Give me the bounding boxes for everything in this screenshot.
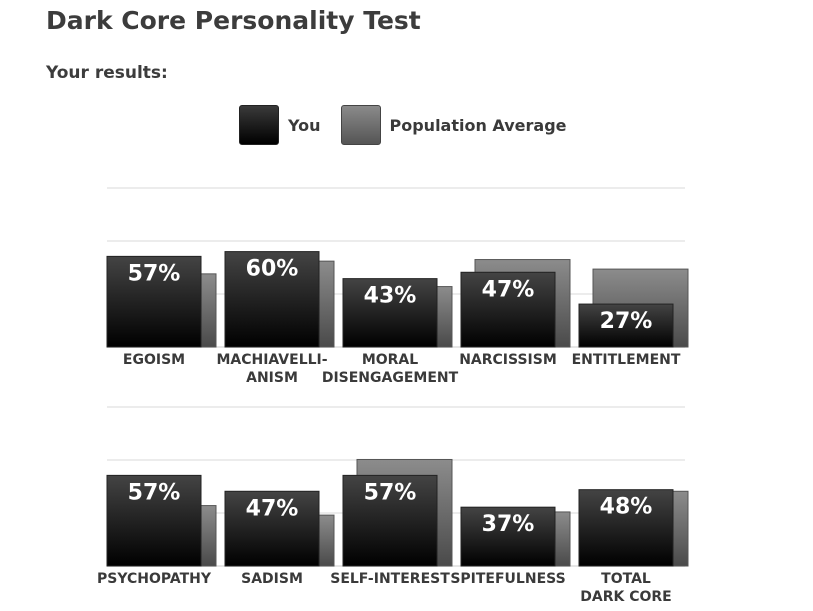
legend-swatch-you [239,105,279,145]
legend-label-population: Population Average [389,115,567,135]
value-label: 47% [246,496,299,521]
results-heading: Your results: [46,63,168,83]
bar-you [224,251,320,348]
page-title: Dark Core Personality Test [46,6,421,35]
bar-you [106,255,202,348]
category-label: TOTAL [601,571,651,587]
category-label: SADISM [241,571,303,587]
value-label: 27% [600,309,653,334]
bar-you [224,490,320,567]
value-label: 60% [246,257,299,282]
legend: You Population Average [239,105,567,145]
legend-label-you: You [288,115,321,135]
value-label: 57% [364,480,417,505]
category-label: NARCISSISM [459,352,557,368]
category-label: ENTITLEMENT [572,352,681,368]
value-label: 43% [364,284,417,309]
category-label: DARK CORE [580,589,671,605]
value-label: 48% [600,495,653,520]
category-label: SPITEFULNESS [450,571,565,587]
category-label: ANISM [246,370,298,386]
bar-you [342,278,438,348]
value-label: 47% [482,277,535,302]
bar-you [460,506,556,567]
category-label: PSYCHOPATHY [97,571,212,587]
category-label: SELF-INTEREST [330,571,450,587]
category-label: DISENGAGEMENT [322,370,459,386]
value-label: 57% [128,261,181,286]
category-label: MORAL [362,352,418,368]
value-label: 37% [482,512,535,537]
bar-you [578,303,674,348]
bar-you [578,489,674,567]
category-label: MACHIAVELLI- [216,352,327,368]
bar-you [106,474,202,567]
bar-you [460,271,556,348]
category-label: EGOISM [123,352,185,368]
legend-swatch-population [340,105,381,145]
value-label: 57% [128,480,181,505]
bar-you [342,474,438,567]
